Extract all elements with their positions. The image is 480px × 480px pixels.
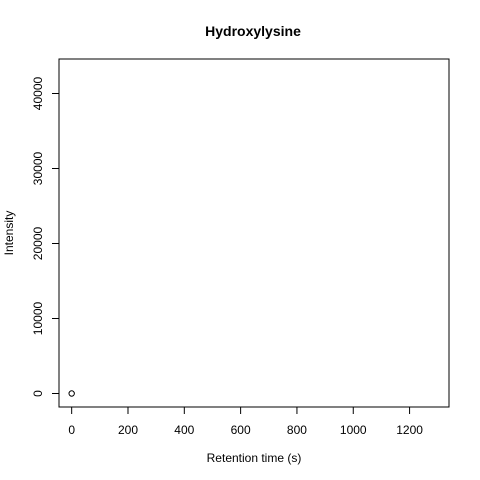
x-tick-label: 400	[174, 423, 194, 437]
x-axis-label: Retention time (s)	[207, 451, 302, 465]
data-point	[68, 390, 75, 397]
x-tick-label: 600	[231, 423, 251, 437]
y-tick-label: 30000	[31, 151, 45, 185]
y-tick-label: 10000	[31, 301, 45, 335]
x-tick-label: 1200	[396, 423, 423, 437]
chart-title: Hydroxylysine	[205, 23, 301, 39]
x-tick-label: 1000	[340, 423, 367, 437]
y-tick-label: 0	[31, 390, 45, 397]
y-axis: 0 10000 20000 30000 40000	[31, 76, 60, 397]
data-points	[68, 390, 75, 397]
y-tick-label: 20000	[31, 226, 45, 260]
y-tick-label: 40000	[31, 76, 45, 110]
x-tick-label: 0	[68, 423, 75, 437]
x-axis: 0 200 400 600 800 1000 1200	[68, 406, 423, 437]
x-tick-label: 800	[287, 423, 307, 437]
x-tick-label: 200	[118, 423, 138, 437]
y-axis-label: Intensity	[2, 211, 16, 256]
